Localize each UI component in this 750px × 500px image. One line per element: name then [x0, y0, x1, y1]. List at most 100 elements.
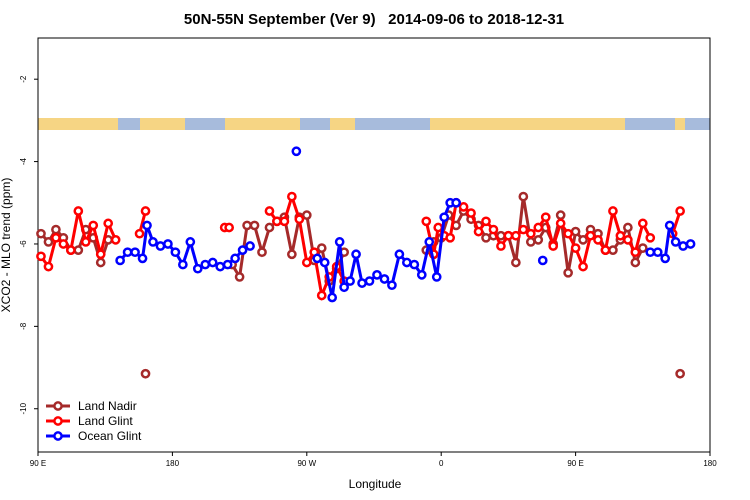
- data-point: [540, 212, 551, 223]
- x-tick-label: 180: [703, 459, 717, 468]
- data-point: [645, 247, 656, 258]
- strip-ocean: [118, 118, 140, 130]
- data-point: [327, 292, 338, 303]
- data-point: [488, 224, 499, 235]
- legend-label: Land Nadir: [78, 399, 137, 413]
- data-point: [555, 218, 566, 229]
- data-point: [600, 245, 611, 255]
- data-point: [678, 241, 688, 251]
- data-point: [339, 282, 349, 293]
- data-point: [511, 230, 521, 241]
- data-point: [525, 228, 536, 239]
- data-point: [95, 249, 106, 260]
- legend-marker: [53, 416, 63, 426]
- strip-ocean: [685, 118, 710, 130]
- data-point: [503, 230, 514, 241]
- data-point: [215, 261, 226, 272]
- data-point: [103, 218, 114, 229]
- data-point: [685, 239, 696, 249]
- data-point: [242, 220, 252, 231]
- data-point: [664, 220, 675, 231]
- data-point: [95, 257, 106, 268]
- y-tick-label: -6: [19, 240, 28, 248]
- data-point: [264, 206, 275, 216]
- data-point: [185, 237, 196, 247]
- data-point: [570, 243, 581, 253]
- data-point: [43, 261, 54, 272]
- x-axis-label: Longitude: [349, 477, 402, 491]
- data-point: [192, 263, 203, 274]
- data-point: [409, 259, 420, 270]
- data-point: [134, 228, 145, 239]
- x-tick-label: 180: [166, 459, 180, 468]
- data-point: [608, 206, 618, 216]
- data-point: [301, 257, 312, 268]
- data-point: [394, 249, 405, 260]
- data-point: [316, 243, 327, 253]
- data-point: [140, 368, 151, 379]
- x-tick-label: 90 W: [297, 459, 316, 468]
- data-point: [137, 253, 148, 264]
- data-point: [445, 232, 456, 243]
- data-point: [645, 232, 656, 243]
- data-point: [608, 245, 618, 255]
- data-point: [675, 368, 685, 379]
- y-tick-label: -2: [19, 75, 28, 83]
- data-point: [163, 239, 173, 249]
- data-point: [652, 247, 663, 258]
- data-point: [36, 228, 46, 239]
- data-point: [481, 232, 491, 243]
- data-point: [548, 241, 559, 251]
- strip-ocean: [300, 118, 330, 130]
- data-point: [287, 249, 297, 260]
- data-point: [623, 222, 633, 233]
- data-point: [170, 247, 181, 258]
- data-point: [578, 261, 588, 272]
- data-point: [451, 197, 461, 208]
- data-point: [58, 239, 69, 249]
- data-point: [675, 206, 685, 216]
- data-point: [473, 226, 484, 237]
- data-point: [623, 235, 633, 245]
- data-point: [237, 245, 248, 255]
- data-point: [630, 247, 641, 258]
- data-point: [122, 247, 133, 258]
- data-point: [533, 235, 544, 245]
- data-point: [637, 218, 648, 229]
- chart-title: 50N-55N September (Ver 9) 2014-09-06 to …: [184, 11, 564, 28]
- y-tick-label: -8: [19, 322, 28, 330]
- data-point: [257, 247, 267, 258]
- data-point: [148, 237, 158, 247]
- data-point: [36, 251, 46, 262]
- plot-frame: [37, 37, 711, 453]
- data-point: [224, 222, 234, 233]
- data-point: [287, 191, 297, 202]
- data-point: [264, 222, 275, 233]
- data-point: [615, 230, 626, 241]
- data-point: [402, 257, 412, 268]
- strip-ocean: [625, 118, 675, 130]
- data-point: [73, 206, 84, 216]
- legend-marker: [53, 431, 63, 441]
- data-point: [88, 220, 99, 231]
- data-point: [334, 237, 345, 247]
- legend-label: Land Glint: [78, 414, 133, 428]
- data-point: [439, 212, 450, 223]
- data-point: [294, 214, 305, 225]
- data-point: [496, 241, 506, 251]
- legend-marker: [53, 401, 63, 411]
- data-point: [357, 278, 367, 288]
- data-point: [518, 191, 529, 202]
- data-point: [379, 274, 390, 284]
- data-point: [66, 245, 76, 255]
- data-point: [207, 257, 218, 268]
- legend-label: Ocean Glint: [78, 429, 142, 443]
- data-point: [555, 210, 566, 220]
- data-point: [200, 259, 211, 270]
- data-point: [312, 253, 323, 264]
- x-tick-label: 0: [439, 459, 444, 468]
- data-point: [51, 232, 61, 243]
- data-point: [245, 241, 255, 251]
- data-point: [537, 255, 548, 266]
